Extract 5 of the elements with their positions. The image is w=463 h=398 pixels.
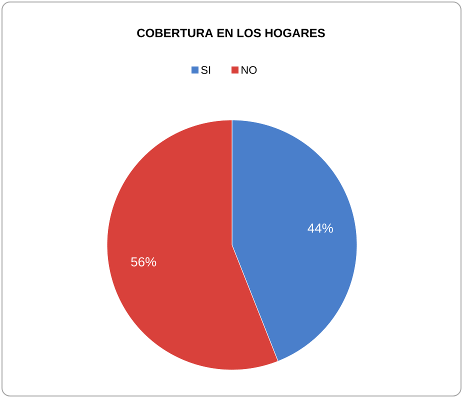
data-label: 56% — [131, 257, 156, 266]
data-label: 44% — [308, 224, 333, 233]
legend-label: SI — [201, 66, 210, 74]
legend-label: NO — [242, 66, 257, 74]
chart-title: COBERTURA EN LOS HOGARES — [137, 28, 325, 38]
